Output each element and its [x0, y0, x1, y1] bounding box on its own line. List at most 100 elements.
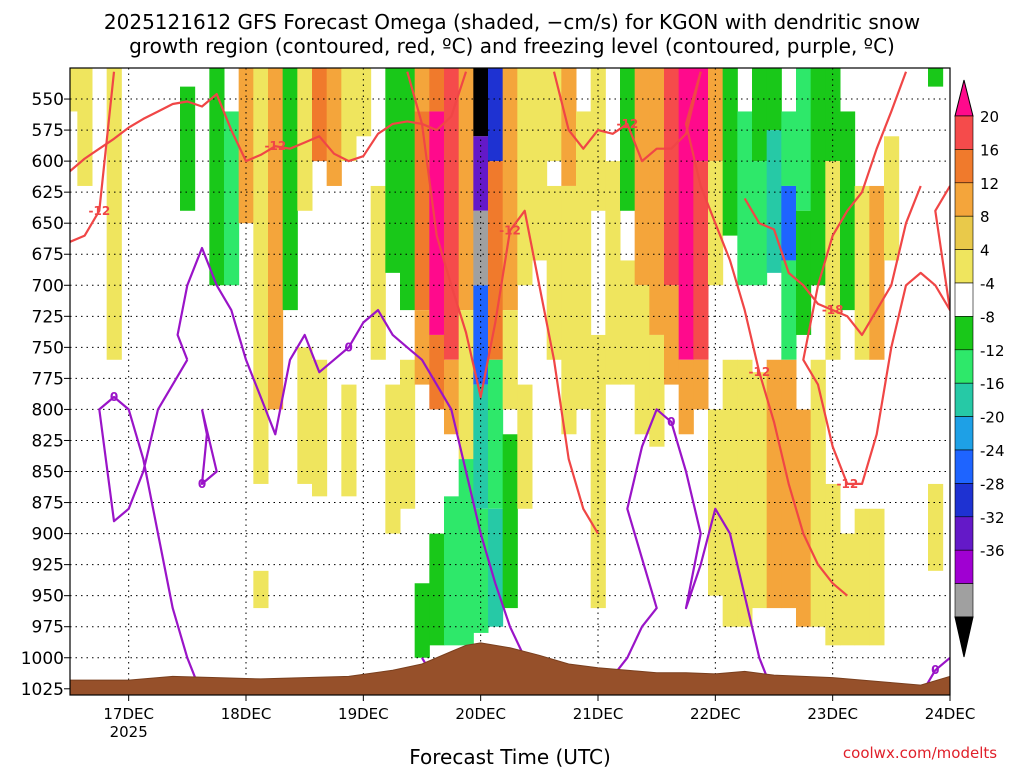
omega-cell [590, 68, 606, 211]
credit-text: coolwx.com/modelts [843, 744, 997, 762]
dgz-contour [70, 71, 116, 243]
freezing-contour-label: 0 [667, 415, 675, 429]
freezing-contour [200, 409, 218, 485]
y-tick-label: 550 [32, 90, 64, 110]
omega-cell [444, 496, 460, 646]
omega-cell [825, 68, 841, 162]
omega-cell [312, 359, 328, 497]
omega-cell [517, 68, 533, 286]
omega-cell [312, 68, 328, 162]
omega-cell [532, 68, 548, 261]
colorbar-tick-label: 12 [980, 175, 999, 193]
dgz-contour-label: -12 [616, 117, 638, 131]
omega-cell [473, 210, 489, 286]
y-tick-label: 975 [32, 618, 64, 638]
dgz-contour-label: -12 [499, 224, 521, 238]
omega-cell [634, 285, 650, 435]
omega-cell [796, 409, 812, 627]
colorbar-tick-label: -4 [980, 275, 995, 293]
omega-cell [928, 483, 944, 571]
chart-title-line-2: growth region (contoured, red, ºC) and f… [129, 34, 895, 58]
omega-cell [268, 68, 284, 410]
x-tick-label: 23DEC [807, 705, 858, 723]
omega-cell [77, 68, 93, 186]
omega-cell [488, 359, 504, 509]
y-tick-label: 600 [32, 152, 64, 172]
colorbar-segment [954, 483, 974, 518]
colorbar-top-arrow [954, 79, 974, 117]
x-tick-label: 21DEC [573, 705, 624, 723]
colorbar-segment [954, 182, 974, 217]
omega-cell [825, 161, 841, 360]
dgz-contour [406, 71, 599, 535]
omega-cell [400, 68, 416, 311]
omega-cell [473, 285, 489, 385]
colorbar-segment [954, 282, 974, 317]
dgz-contour [802, 71, 950, 485]
terrain-polygon [70, 642, 950, 695]
colorbar-tick-label: -12 [980, 342, 1005, 360]
colorbar-tick-label: -24 [980, 442, 1005, 460]
omega-cell [576, 111, 592, 410]
y-axis-pressure: 550 575 600 625 650 675 700 725 750 775 800 825 850 8… [21, 90, 70, 700]
y-tick-label: 875 [32, 494, 64, 514]
omega-cell [854, 185, 870, 360]
dgz-contour [684, 71, 849, 597]
colorbar-segment [954, 583, 974, 618]
omega-cell [502, 68, 518, 311]
colorbar-segment [954, 416, 974, 451]
omega-cell [620, 260, 636, 385]
omega-cell [429, 111, 445, 335]
y-tick-label: 700 [32, 276, 64, 296]
y-tick-label: 800 [32, 400, 64, 420]
omega-cell [473, 384, 489, 509]
colorbar-segment [954, 115, 974, 150]
omega-cell [546, 68, 562, 162]
terrain-surface [70, 642, 950, 695]
y-tick-label: 850 [32, 463, 64, 483]
omega-cell [781, 260, 797, 360]
dgz-contour-label: -12 [88, 204, 110, 218]
colorbar-tick-label: -36 [980, 542, 1005, 560]
x-tick-label: 17DEC [103, 705, 154, 723]
omega-cell [429, 68, 445, 112]
omega-cell [854, 508, 870, 646]
omega-cell [634, 68, 650, 286]
omega-cell [444, 359, 460, 435]
colorbar-tick-label: -8 [980, 308, 995, 326]
omega-cell [385, 384, 401, 534]
y-tick-label: 775 [32, 369, 64, 389]
omega-cell [766, 359, 782, 609]
x-tick-label: 24DEC [925, 705, 976, 723]
x-tick-label: 20DEC [455, 705, 506, 723]
colorbar-segment [954, 549, 974, 584]
colorbar-segment [954, 149, 974, 184]
omega-cell [928, 68, 944, 87]
omega-cell [326, 68, 342, 186]
dgz-contour [552, 71, 702, 163]
x-tick-label: 22DEC [690, 705, 741, 723]
omega-cell [341, 68, 357, 162]
omega-cell [458, 68, 474, 311]
omega-cell [796, 68, 812, 211]
omega-cell [253, 570, 269, 609]
omega-cell [414, 583, 430, 658]
omega-cell [297, 68, 313, 211]
colorbar-tick-label: -16 [980, 375, 1005, 393]
omega-cell [282, 68, 298, 311]
omega-cell [546, 185, 562, 360]
omega-cell [444, 68, 460, 360]
y-tick-label: 950 [32, 587, 64, 607]
chart-title-line-1: 2025121612 GFS Forecast Omega (shaded, −… [104, 10, 920, 34]
y-tick-label: 925 [32, 556, 64, 576]
omega-cell [473, 508, 489, 633]
y-tick-label: 650 [32, 214, 64, 234]
freezing-contour-label: 0 [110, 390, 118, 404]
y-tick-label: 750 [32, 338, 64, 358]
omega-cell [605, 161, 621, 385]
omega-cell [693, 359, 709, 410]
omega-cell [253, 68, 269, 484]
colorbar-tick-label: -32 [980, 509, 1005, 527]
